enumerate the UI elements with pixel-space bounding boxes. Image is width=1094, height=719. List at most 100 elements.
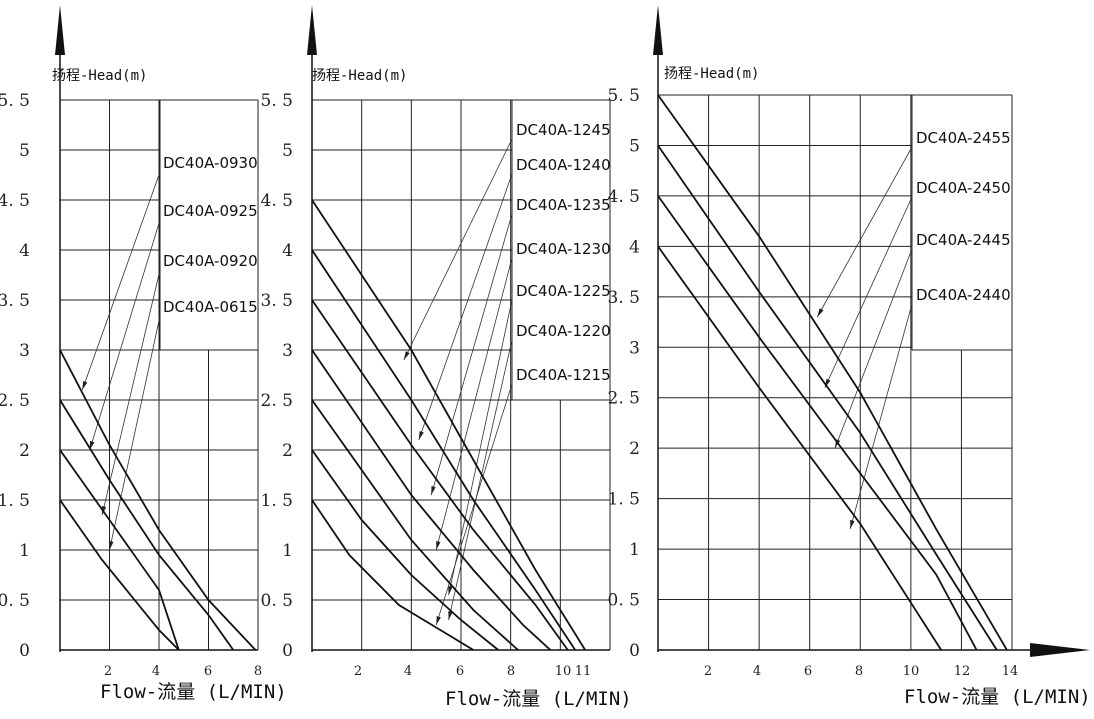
y-tick-label: 5	[629, 136, 640, 156]
y-tick-label: 4	[629, 237, 640, 257]
series-label-DC40A-0920: DC40A-0920	[163, 252, 258, 270]
leader-line	[849, 303, 913, 530]
y-tick-label: 0	[629, 641, 640, 661]
x-tick-label: 4	[152, 664, 160, 679]
series-line-DC40A-1230	[311, 349, 552, 651]
y-tick-label: 2. 5	[0, 391, 30, 411]
series-label-DC40A-0930: DC40A-0930	[163, 154, 258, 172]
y-tick-label: 1. 5	[0, 491, 30, 511]
y-tick-label: 4. 5	[608, 187, 640, 207]
x-tick-label: 4	[753, 664, 761, 679]
leader-line	[81, 171, 161, 391]
x-tick-label: 2	[704, 664, 712, 679]
y-axis-arrow	[653, 5, 663, 55]
x-tick-label: 10	[903, 664, 920, 679]
series-label-DC40A-0925: DC40A-0925	[163, 202, 258, 220]
leader-line	[430, 213, 513, 496]
leader-arrowhead	[89, 441, 95, 450]
leader-line	[816, 146, 913, 318]
x-tick-label: 12	[954, 664, 971, 679]
y-tick-label: 2	[282, 441, 293, 461]
leader-arrowhead	[436, 616, 441, 625]
leader-arrowhead	[101, 506, 107, 515]
series-line-DC40A-2445	[657, 195, 978, 651]
chart-1: 0 0. 5 1 1. 5 2 2. 5 3 3. 5 4 4. 5 5 5. 5 2 4 6 8 扬程-Hea…	[0, 5, 287, 703]
series-label-DC40A-1230: DC40A-1230	[516, 240, 611, 258]
x-tick-label: 6	[204, 664, 212, 679]
leader-line	[109, 315, 161, 551]
y-tick-label: 5. 5	[261, 91, 293, 111]
y-tick-label: 4. 5	[261, 191, 293, 211]
y-tick-label: 0. 5	[608, 591, 640, 611]
y-axis-arrow	[307, 5, 317, 55]
x-tick-label: 14	[1002, 664, 1019, 679]
leader-line	[89, 219, 161, 451]
y-tick-label: 0. 5	[0, 591, 30, 611]
x-tick-label: 6	[456, 664, 464, 679]
leader-arrowhead	[403, 351, 410, 360]
y-tick-label: 0	[282, 641, 293, 661]
x-tick-label: 8	[254, 664, 262, 679]
x-axis-title: Flow-流量 (L/MIN)	[100, 681, 287, 703]
series-label-DC40A-1220: DC40A-1220	[516, 322, 611, 340]
y-tick-label: 1. 5	[261, 491, 293, 511]
x-axis-arrow	[1030, 643, 1090, 657]
x-tick-label: 8	[855, 664, 863, 679]
leader-arrowhead	[418, 431, 424, 440]
series-label-DC40A-1235: DC40A-1235	[516, 196, 611, 214]
series-label-DC40A-1225: DC40A-1225	[516, 282, 611, 300]
leader-arrowhead	[817, 308, 824, 317]
y-tick-label: 1. 5	[608, 490, 640, 510]
leader-line	[448, 299, 513, 596]
series-label-DC40A-2455: DC40A-2455	[916, 129, 1011, 147]
series-label-DC40A-0615: DC40A-0615	[163, 298, 258, 316]
y-tick-label: 3. 5	[0, 291, 30, 311]
y-tick-label: 1	[282, 541, 293, 561]
leader-line	[435, 383, 513, 626]
leader-arrowhead	[82, 381, 88, 390]
series-label-DC40A-1245: DC40A-1245	[516, 121, 611, 139]
y-tick-label: 4	[282, 241, 293, 261]
y-tick-label: 5	[282, 141, 293, 161]
y-axis-arrow	[55, 5, 65, 55]
x-tick-label: 10	[555, 664, 572, 679]
chart-3: 0 0. 5 1 1. 5 2 2. 5 3 3. 5 4 4. 5 5 5. 5 2 4 6 8 10 12 14…	[608, 5, 1091, 708]
leader-arrowhead	[448, 611, 453, 620]
y-tick-label: 5. 5	[0, 91, 30, 111]
chart-1-grid	[59, 99, 259, 651]
series-line-DC40A-2455	[657, 94, 1008, 651]
leader-line	[101, 269, 161, 516]
x-tick-label: 6	[804, 664, 812, 679]
y-tick-label: 1	[19, 541, 30, 561]
series-line-DC40A-2440	[657, 245, 942, 651]
chart-2: 0 0. 5 1 1. 5 2 2. 5 3 3. 5 4 4. 5 5 5. 5 2 4 6 8 10 11 扬程…	[261, 5, 632, 710]
y-tick-label: 2. 5	[261, 391, 293, 411]
series-label-DC40A-2440: DC40A-2440	[916, 286, 1011, 304]
series-line-DC40A-0925	[59, 399, 235, 651]
y-tick-label: 3. 5	[608, 288, 640, 308]
series-line-DC40A-0930	[59, 349, 257, 651]
leader-line	[403, 138, 513, 361]
y-tick-label: 3. 5	[261, 291, 293, 311]
series-line-DC40A-1245	[311, 199, 586, 651]
leader-arrowhead	[850, 519, 855, 529]
y-axis-title: 扬程-Head(m)	[664, 66, 759, 82]
x-tick-label: 2	[354, 664, 362, 679]
y-tick-label: 3	[629, 338, 640, 358]
series-label-DC40A-1215: DC40A-1215	[516, 366, 611, 384]
series-line-DC40A-1220	[311, 449, 499, 651]
series-line-DC40A-0615	[59, 499, 180, 651]
series-line-DC40A-1225	[311, 399, 519, 651]
y-tick-label: 0. 5	[261, 591, 293, 611]
x-axis-title: Flow-流量 (L/MIN)	[445, 688, 632, 710]
y-tick-label: 4	[19, 241, 30, 261]
series-label-DC40A-1240: DC40A-1240	[516, 156, 611, 174]
y-tick-label: 3	[282, 341, 293, 361]
x-tick-label: 2	[104, 664, 112, 679]
series-line-DC40A-2450	[657, 144, 998, 651]
x-tick-label: 11	[575, 664, 592, 679]
leader-line	[435, 257, 513, 551]
y-tick-label: 2	[629, 439, 640, 459]
y-axis-title: 扬程-Head(m)	[52, 68, 147, 84]
leader-line	[418, 173, 513, 441]
